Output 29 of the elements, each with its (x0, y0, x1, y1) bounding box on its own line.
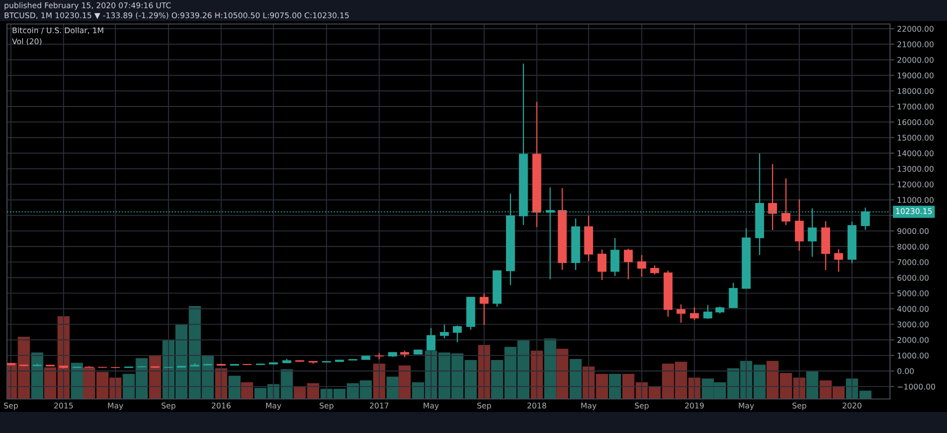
bar (228, 376, 241, 399)
candlestick (650, 264, 660, 276)
bar (386, 376, 399, 399)
candlestick (676, 304, 686, 324)
candlestick (728, 282, 738, 309)
candlestick (768, 163, 778, 231)
candlestick (637, 254, 646, 278)
bar (806, 371, 818, 399)
candlestick (690, 306, 699, 321)
bar (608, 374, 621, 399)
candlestick (834, 248, 844, 272)
bar (570, 359, 582, 399)
candlestick (452, 325, 462, 343)
bar (398, 366, 411, 399)
candlestick (374, 352, 384, 360)
bar (556, 348, 568, 399)
bar (70, 362, 83, 399)
bar (31, 352, 44, 399)
bar (149, 355, 162, 399)
candlestick (703, 304, 712, 320)
candlestick (426, 327, 436, 351)
candlestick (440, 324, 449, 339)
candlestick (480, 292, 489, 326)
candlestick (624, 248, 633, 280)
bar (544, 338, 556, 399)
candlestick (794, 198, 804, 252)
candlestick (610, 237, 620, 277)
candlestick (781, 178, 790, 226)
candlestick (598, 249, 606, 281)
